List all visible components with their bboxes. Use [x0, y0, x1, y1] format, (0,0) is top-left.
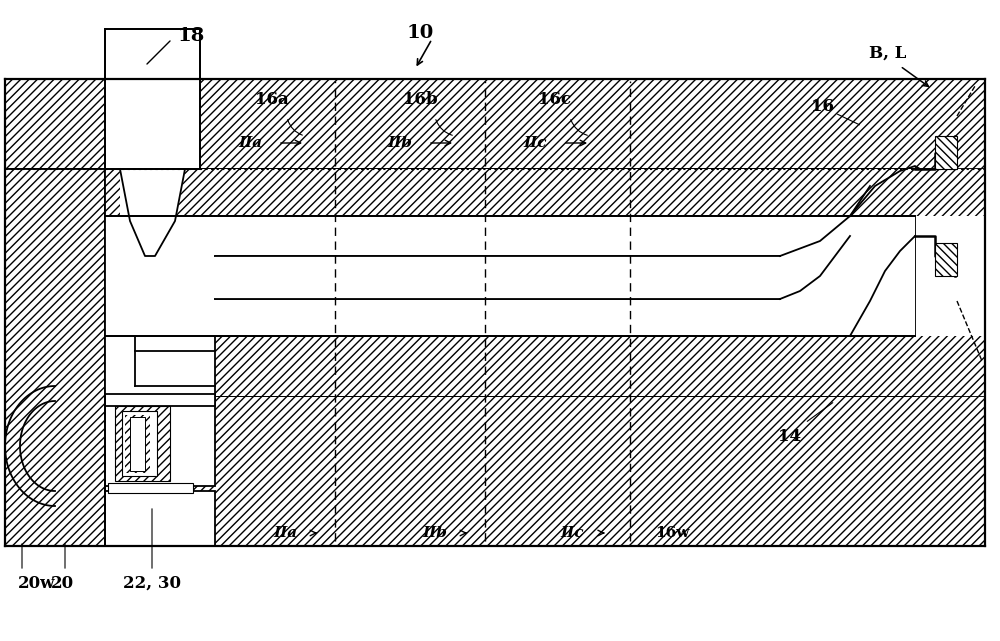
Bar: [135, 351, 215, 386]
Bar: [122, 411, 157, 476]
Bar: [120, 169, 175, 256]
Bar: [105, 216, 915, 336]
Bar: [935, 243, 957, 276]
Bar: [105, 394, 215, 406]
Text: 16c: 16c: [538, 90, 572, 108]
Bar: [108, 483, 193, 493]
Text: IIb: IIb: [388, 136, 412, 150]
Text: 18: 18: [178, 27, 205, 45]
Bar: [105, 169, 985, 216]
Bar: [105, 396, 215, 486]
Text: 16: 16: [811, 97, 834, 115]
Text: IIa: IIa: [238, 136, 262, 150]
Text: 22, 30: 22, 30: [123, 574, 181, 592]
Bar: [5, 396, 985, 546]
Text: 20: 20: [50, 574, 74, 592]
Text: IIc: IIc: [523, 136, 547, 150]
Text: 16b: 16b: [403, 90, 437, 108]
Bar: [105, 336, 985, 396]
Bar: [125, 415, 150, 473]
Bar: [105, 169, 915, 396]
Bar: [130, 417, 145, 471]
Bar: [115, 406, 170, 481]
Bar: [5, 169, 105, 546]
Text: B, L: B, L: [869, 44, 907, 62]
Text: 20w: 20w: [18, 574, 55, 592]
Bar: [215, 216, 780, 256]
Text: 16w: 16w: [655, 526, 689, 540]
Bar: [215, 256, 780, 299]
Bar: [935, 136, 957, 169]
Text: IIb: IIb: [423, 526, 447, 540]
Bar: [105, 29, 200, 169]
Text: IIa: IIa: [273, 526, 297, 540]
Polygon shape: [120, 169, 185, 256]
Bar: [105, 216, 915, 336]
Text: IIc: IIc: [560, 526, 584, 540]
Bar: [105, 491, 215, 546]
Bar: [105, 336, 135, 396]
Bar: [215, 299, 780, 336]
Text: 14: 14: [778, 428, 802, 444]
Bar: [5, 79, 985, 169]
Text: 10: 10: [406, 24, 434, 42]
Text: 16a: 16a: [255, 90, 289, 108]
Bar: [105, 336, 215, 396]
